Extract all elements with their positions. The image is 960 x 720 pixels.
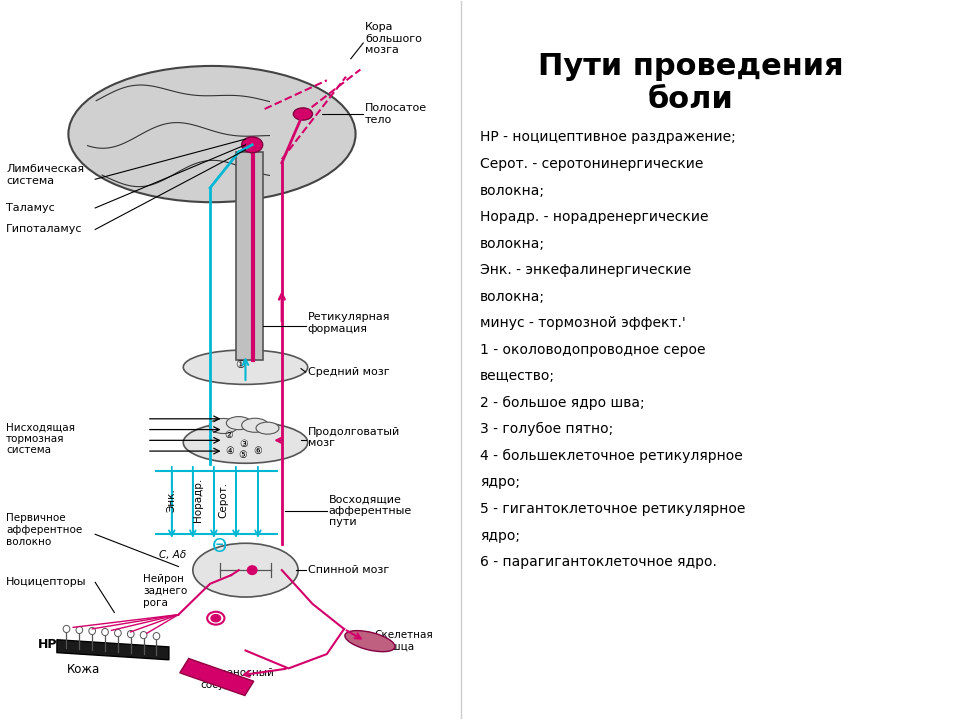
Text: Полосатое
тело: Полосатое тело bbox=[365, 103, 427, 125]
Text: 4 - большеклеточное ретикулярное: 4 - большеклеточное ретикулярное bbox=[480, 449, 743, 463]
Text: ядро;: ядро; bbox=[480, 528, 520, 543]
Text: Первичное
афферентное
волокно: Первичное афферентное волокно bbox=[6, 513, 83, 546]
Text: ①: ① bbox=[236, 360, 246, 370]
Ellipse shape bbox=[242, 418, 269, 432]
Text: ядро;: ядро; bbox=[480, 475, 520, 490]
Text: Пути проведения
боли: Пути проведения боли bbox=[538, 52, 844, 114]
Text: ③: ③ bbox=[239, 439, 248, 449]
Text: ②: ② bbox=[224, 431, 232, 441]
Text: Восходящие
афферентные
пути: Восходящие афферентные пути bbox=[328, 494, 412, 527]
Ellipse shape bbox=[153, 633, 159, 639]
Text: Продолговатый
мозг: Продолговатый мозг bbox=[308, 427, 400, 449]
Text: волокна;: волокна; bbox=[480, 289, 545, 304]
Ellipse shape bbox=[183, 350, 308, 384]
Text: Серот. - серотонинергические: Серот. - серотонинергические bbox=[480, 157, 704, 171]
Text: НР: НР bbox=[37, 638, 58, 651]
Text: 1 - околоводопроводное серое: 1 - околоводопроводное серое bbox=[480, 343, 706, 357]
Text: волокна;: волокна; bbox=[480, 184, 545, 197]
Text: 2 - большое ядро шва;: 2 - большое ядро шва; bbox=[480, 396, 644, 410]
Text: Лимбическая
система: Лимбическая система bbox=[6, 164, 84, 186]
Text: Гипоталамус: Гипоталамус bbox=[6, 225, 83, 235]
Text: 6 - парагигантоклеточное ядро.: 6 - парагигантоклеточное ядро. bbox=[480, 555, 717, 569]
Ellipse shape bbox=[209, 418, 238, 433]
Text: Таламус: Таламус bbox=[6, 203, 55, 213]
Text: ⑥: ⑥ bbox=[253, 446, 262, 456]
Ellipse shape bbox=[207, 612, 225, 625]
Ellipse shape bbox=[193, 544, 299, 597]
Ellipse shape bbox=[63, 626, 70, 633]
Ellipse shape bbox=[140, 631, 147, 639]
Text: Ретикулярная
формация: Ретикулярная формация bbox=[308, 312, 390, 333]
Text: 5 - гигантоклеточное ретикулярное: 5 - гигантоклеточное ретикулярное bbox=[480, 502, 745, 516]
Text: ④: ④ bbox=[225, 446, 233, 456]
Text: Нисходящая
тормозная
система: Нисходящая тормозная система bbox=[6, 423, 75, 456]
Ellipse shape bbox=[242, 137, 263, 153]
Polygon shape bbox=[57, 639, 169, 660]
Text: 3 - голубое пятно;: 3 - голубое пятно; bbox=[480, 423, 613, 436]
Text: волокна;: волокна; bbox=[480, 237, 545, 251]
Text: Кора
большого
мозга: Кора большого мозга bbox=[365, 22, 422, 55]
Text: Энк.: Энк. bbox=[167, 488, 177, 512]
Text: Серот.: Серот. bbox=[219, 482, 228, 518]
Polygon shape bbox=[180, 659, 253, 696]
Ellipse shape bbox=[183, 422, 308, 463]
Ellipse shape bbox=[294, 108, 313, 120]
Text: Спинной мозг: Спинной мозг bbox=[308, 565, 389, 575]
Text: C, Aδ: C, Aδ bbox=[159, 550, 186, 560]
Ellipse shape bbox=[345, 631, 395, 652]
Ellipse shape bbox=[128, 631, 134, 638]
Text: НР - ноцицептивное раздражение;: НР - ноцицептивное раздражение; bbox=[480, 130, 735, 145]
Text: Норадр.: Норадр. bbox=[193, 478, 203, 522]
Text: ⑤: ⑤ bbox=[238, 450, 247, 459]
Text: Θ: Θ bbox=[212, 537, 228, 556]
Text: Энк. - энкефалинергические: Энк. - энкефалинергические bbox=[480, 264, 691, 277]
Text: Нейрон
заднего
рога: Нейрон заднего рога bbox=[143, 575, 187, 608]
Text: Средний мозг: Средний мозг bbox=[308, 367, 390, 377]
Ellipse shape bbox=[114, 629, 121, 636]
Text: Ноцицепторы: Ноцицепторы bbox=[6, 577, 86, 588]
Ellipse shape bbox=[76, 626, 83, 634]
Ellipse shape bbox=[227, 417, 252, 430]
Ellipse shape bbox=[256, 422, 279, 434]
FancyBboxPatch shape bbox=[236, 152, 263, 360]
Text: Норадр. - норадренергические: Норадр. - норадренергические bbox=[480, 210, 708, 224]
Text: вещество;: вещество; bbox=[480, 369, 555, 383]
Ellipse shape bbox=[102, 629, 108, 636]
Text: минус - тормозной эффект.': минус - тормозной эффект.' bbox=[480, 316, 685, 330]
Ellipse shape bbox=[89, 627, 96, 634]
Ellipse shape bbox=[248, 566, 257, 575]
Text: Кровеносный
сосуд: Кровеносный сосуд bbox=[201, 668, 275, 690]
Text: Скелетная
мышца: Скелетная мышца bbox=[374, 630, 434, 652]
Ellipse shape bbox=[211, 615, 221, 622]
Ellipse shape bbox=[68, 66, 355, 202]
Text: Кожа: Кожа bbox=[66, 663, 100, 676]
